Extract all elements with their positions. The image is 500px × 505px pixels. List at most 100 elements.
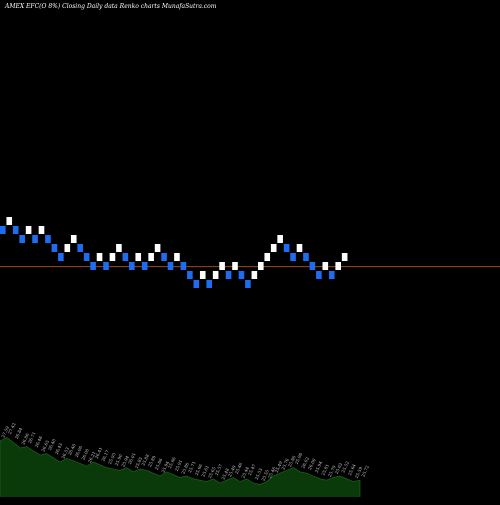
price-label: 26.40 bbox=[67, 443, 77, 456]
volume-area bbox=[0, 437, 360, 497]
price-label: 25.64 bbox=[347, 463, 357, 476]
renko-brick-down bbox=[32, 235, 38, 243]
volume-layer bbox=[0, 437, 361, 497]
renko-brick-down bbox=[83, 253, 90, 261]
price-label: 26.01 bbox=[127, 452, 137, 465]
price-label: 25.91 bbox=[174, 459, 184, 472]
renko-brick-up bbox=[154, 244, 161, 252]
price-label: 26.41 bbox=[94, 446, 104, 459]
price-label: 26.48 bbox=[34, 435, 44, 448]
renko-brick-down bbox=[206, 280, 212, 288]
renko-brick-down bbox=[167, 262, 174, 270]
price-label: 25.61 bbox=[200, 464, 210, 477]
price-label: 25.86 bbox=[167, 456, 177, 469]
price-labels-layer: 27.5927.4226.8426.8626.7126.4826.6526.40… bbox=[0, 422, 370, 482]
price-label: 25.47 bbox=[247, 463, 257, 476]
renko-brick-up bbox=[251, 271, 258, 279]
volume-outline bbox=[0, 437, 361, 497]
chart-title: AMEX EFC(O 8%) Closing Daily data Renko … bbox=[4, 3, 217, 10]
price-label: 25.86 bbox=[287, 455, 297, 468]
price-label: 25.94 bbox=[120, 455, 130, 468]
renko-brick-down bbox=[180, 262, 187, 270]
renko-brick-down bbox=[225, 271, 232, 279]
renko-brick-up bbox=[322, 262, 329, 270]
price-label: 25.90 bbox=[114, 453, 124, 466]
price-label: 26.00 bbox=[80, 448, 90, 461]
price-label: 26.71 bbox=[27, 431, 37, 444]
renko-brick-up bbox=[96, 253, 103, 261]
price-label: 25.76 bbox=[280, 457, 290, 470]
renko-brick-up bbox=[6, 217, 13, 225]
renko-brick-up bbox=[335, 262, 341, 270]
renko-brick-down bbox=[193, 280, 200, 288]
renko-brick-up bbox=[212, 271, 219, 279]
renko-brick-down bbox=[19, 235, 25, 243]
renko-brick-up bbox=[116, 244, 122, 252]
price-label: 25.62 bbox=[334, 462, 344, 475]
price-label: 25.79 bbox=[327, 464, 337, 477]
renko-brick-down bbox=[328, 271, 335, 279]
price-label: 26.43 bbox=[54, 442, 64, 455]
price-label: 26.21 bbox=[87, 450, 97, 463]
price-label: 25.93 bbox=[107, 452, 117, 465]
renko-brick-up bbox=[296, 244, 303, 252]
renko-brick-down bbox=[12, 226, 19, 234]
renko-brick-up bbox=[148, 253, 154, 261]
price-label: 25.59 bbox=[354, 466, 364, 479]
price-label: 25.88 bbox=[154, 457, 164, 470]
renko-brick-down bbox=[90, 262, 96, 270]
price-label: 25.86 bbox=[180, 462, 190, 475]
price-label: 25.94 bbox=[314, 460, 324, 473]
renko-brick-up bbox=[270, 244, 277, 252]
price-label: 25.72 bbox=[360, 464, 370, 477]
price-label: 25.55 bbox=[260, 469, 270, 482]
renko-brick-down bbox=[161, 253, 167, 261]
price-label: 25.52 bbox=[340, 460, 350, 473]
renko-brick-up bbox=[135, 253, 142, 261]
price-label: 26.53 bbox=[60, 446, 70, 459]
price-label: 25.85 bbox=[134, 456, 144, 469]
renko-brick-down bbox=[187, 271, 193, 279]
renko-brick-up bbox=[38, 226, 45, 234]
price-label: 25.46 bbox=[267, 466, 277, 479]
price-label: 27.42 bbox=[7, 422, 17, 435]
price-label: 25.94 bbox=[160, 460, 170, 473]
renko-brick-up bbox=[109, 253, 116, 261]
price-label: 25.48 bbox=[220, 467, 230, 480]
price-label: 27.59 bbox=[0, 425, 10, 438]
renko-brick-up bbox=[174, 253, 180, 261]
renko-brick-up bbox=[232, 262, 238, 270]
renko-brick-down bbox=[283, 244, 290, 252]
renko-brick-up bbox=[199, 271, 206, 279]
price-label: 26.06 bbox=[74, 445, 84, 458]
renko-brick-down bbox=[129, 262, 135, 270]
price-label: 26.02 bbox=[300, 456, 310, 469]
price-label: 25.46 bbox=[234, 462, 244, 475]
price-label: 25.71 bbox=[187, 460, 197, 473]
renko-brick-up bbox=[341, 253, 348, 261]
price-label: 25.57 bbox=[214, 463, 224, 476]
renko-brick-down bbox=[0, 226, 6, 234]
price-label: 26.17 bbox=[100, 449, 110, 462]
price-label: 25.89 bbox=[147, 455, 157, 468]
price-label: 25.49 bbox=[274, 460, 284, 473]
price-label: 25.49 bbox=[227, 464, 237, 477]
renko-brick-down bbox=[58, 253, 64, 261]
price-label: 25.44 bbox=[240, 466, 250, 479]
renko-brick-down bbox=[238, 271, 245, 279]
renko-brick-down bbox=[316, 271, 322, 279]
renko-brick-up bbox=[25, 226, 32, 234]
price-label: 26.86 bbox=[20, 432, 30, 445]
renko-brick-up bbox=[219, 262, 225, 270]
bricks-layer bbox=[0, 217, 348, 288]
renko-brick-down bbox=[290, 253, 296, 261]
renko-brick-down bbox=[51, 244, 58, 252]
renko-brick-down bbox=[45, 235, 51, 243]
price-label: 25.81 bbox=[320, 463, 330, 476]
price-label: 25.65 bbox=[207, 466, 217, 479]
renko-brick-down bbox=[141, 262, 148, 270]
price-label: 26.84 bbox=[14, 427, 24, 440]
